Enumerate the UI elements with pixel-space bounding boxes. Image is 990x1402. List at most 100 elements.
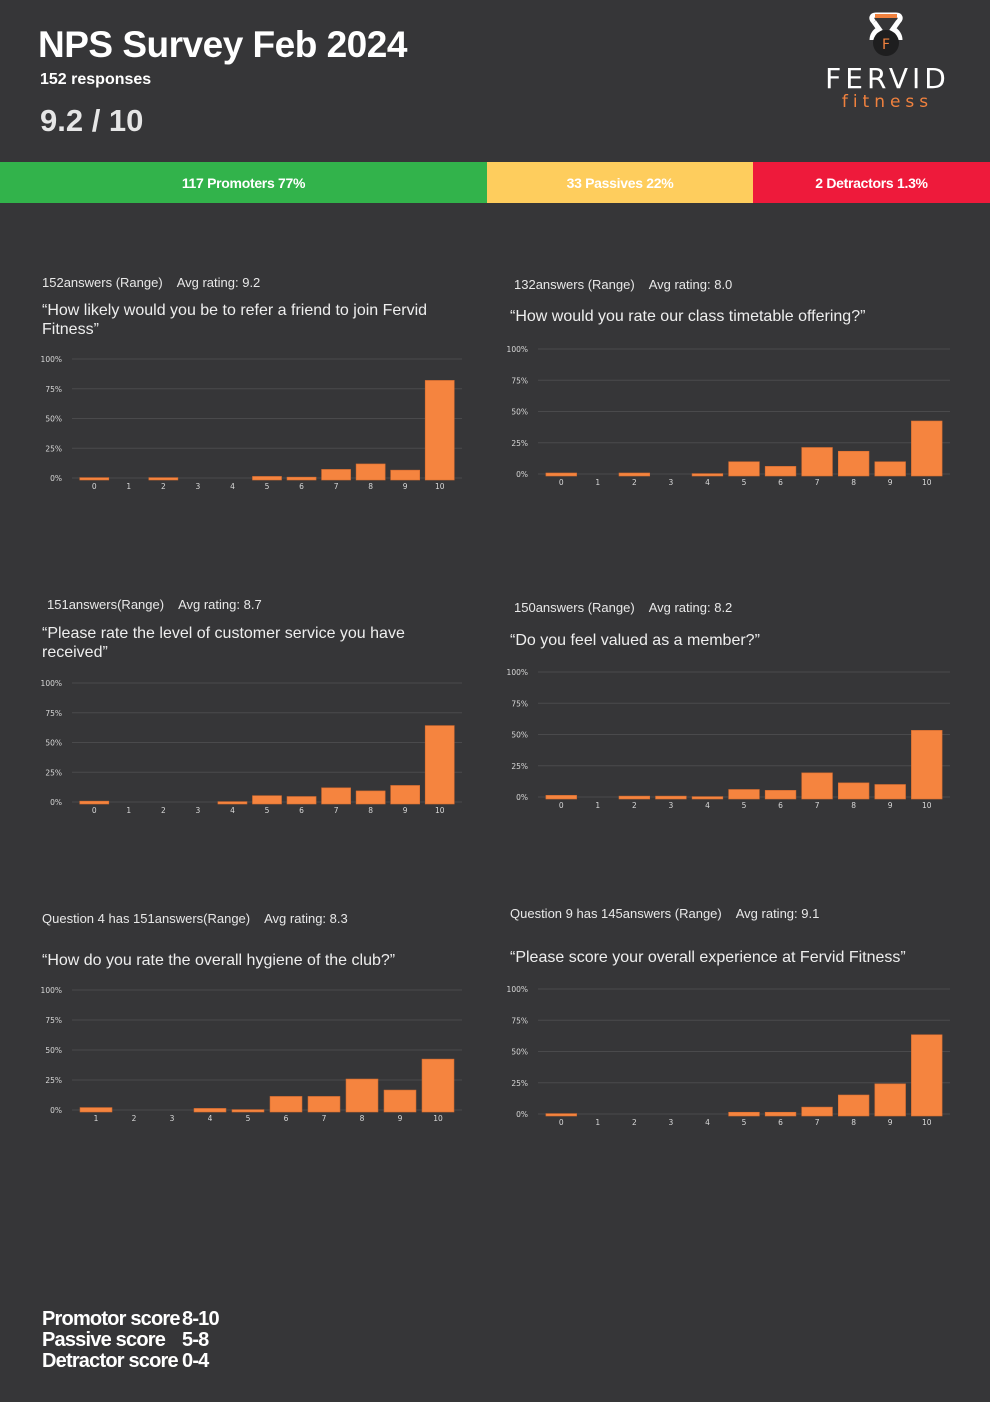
- bar-7: [801, 772, 833, 800]
- x-tick-label: 4: [705, 1118, 710, 1127]
- x-tick-label: 10: [435, 482, 445, 491]
- bar-5: [231, 1109, 265, 1113]
- x-tick-label: 8: [851, 801, 856, 810]
- x-tick-label: 3: [669, 801, 674, 810]
- x-tick-label: 4: [230, 482, 235, 491]
- bar-10: [911, 420, 943, 477]
- chart-hygiene: 100% 75% 50% 25% 0% 1 2 3 4 5 6 7 8 9 10: [41, 986, 462, 1123]
- y-tick-label: 50%: [45, 415, 62, 424]
- x-tick-label: 0: [92, 482, 97, 491]
- x-tick-label: 2: [632, 478, 637, 487]
- answers-count: 152answers (Range): [42, 275, 163, 290]
- x-tick-label: 2: [132, 1114, 137, 1123]
- x-tick-label: 8: [360, 1114, 365, 1123]
- bar-10: [424, 725, 455, 805]
- avg-rating: Avg rating: 9.1: [735, 906, 820, 921]
- nps-breakdown-bar: 117 Promoters 77% 33 Passives 22% 2 Detr…: [0, 162, 990, 203]
- score-legend: Promotor score 8-10 Passive score 5-8 Detr…: [42, 1309, 220, 1372]
- bar-7: [321, 469, 351, 481]
- y-tick-label: 50%: [511, 1048, 528, 1057]
- legend-row-passive: Passive score 5-8: [42, 1329, 209, 1351]
- y-tick-label: 25%: [45, 444, 62, 453]
- logo-brand-text: FERVID: [825, 62, 950, 95]
- x-tick-label: 7: [334, 482, 339, 491]
- logo-sub-text: fitness: [841, 92, 934, 112]
- bar-7: [801, 447, 833, 477]
- x-tick-label: 6: [299, 806, 304, 815]
- bar-5: [728, 461, 760, 477]
- bar-4: [193, 1108, 227, 1113]
- page-title: NPS Survey Feb 2024: [38, 24, 407, 65]
- x-tick-label: 9: [888, 1118, 893, 1127]
- bar-9: [390, 469, 420, 481]
- chart-customer-service: 100% 75% 50% 25% 0% 0 1 2 3 4 5 6 7 8 9 10: [41, 679, 462, 815]
- y-tick-label: 75%: [45, 709, 62, 718]
- bar-8: [355, 463, 386, 481]
- bar-9: [874, 1083, 906, 1117]
- y-tick-label: 75%: [511, 1016, 528, 1025]
- chart-refer-friend: 100% 75% 50% 25% 0% 0 1 2 3 4 5 6 7 8 9 10: [41, 355, 462, 491]
- avg-rating: Avg rating: 8.7: [178, 597, 262, 612]
- x-tick-label: 4: [705, 478, 710, 487]
- x-tick-label: 10: [433, 1114, 443, 1123]
- x-tick-label: 10: [435, 806, 445, 815]
- bar-6: [286, 796, 317, 805]
- y-tick-label: 25%: [511, 1079, 528, 1088]
- x-tick-label: 2: [632, 801, 637, 810]
- y-tick-label: 0%: [50, 798, 62, 807]
- panel-4-meta: 150answers (Range) Avg rating: 8.2: [514, 600, 732, 615]
- x-tick-label: 5: [742, 1118, 747, 1127]
- promoters-segment: 117 Promoters 77%: [0, 162, 487, 203]
- bar-9: [390, 785, 420, 805]
- y-tick-label: 75%: [511, 699, 528, 708]
- panel-5-meta: Question 4 has 151answers(Range) Avg rati…: [42, 911, 348, 926]
- bar-10: [911, 730, 943, 800]
- x-tick-label: 1: [126, 806, 131, 815]
- x-tick-label: 9: [398, 1114, 403, 1123]
- x-tick-label: 6: [778, 1118, 783, 1127]
- x-tick-label: 0: [559, 1118, 564, 1127]
- y-tick-label: 50%: [511, 731, 528, 740]
- y-tick-label: 75%: [511, 376, 528, 385]
- x-tick-label: 3: [196, 806, 201, 815]
- bar-2: [618, 472, 651, 477]
- x-tick-label: 2: [632, 1118, 637, 1127]
- x-tick-label: 7: [815, 801, 820, 810]
- x-tick-label: 8: [851, 478, 856, 487]
- x-tick-label: 6: [778, 478, 783, 487]
- y-tick-label: 0%: [50, 1106, 62, 1115]
- bar-5: [252, 795, 282, 805]
- y-tick-label: 0%: [516, 793, 528, 802]
- chart-overall-experience: 100% 75% 50% 25% 0% 0 1 2 3 4 5 6 7 8 9 10: [507, 985, 950, 1127]
- overall-score: 9.2 / 10: [40, 103, 144, 138]
- panel-4-question: “Do you feel valued as a member?”: [510, 632, 760, 649]
- answers-count: 150answers (Range): [514, 600, 635, 615]
- bar-0: [79, 800, 110, 805]
- x-tick-label: 10: [922, 801, 932, 810]
- avg-rating: Avg rating: 9.2: [176, 275, 261, 290]
- x-tick-label: 8: [851, 1118, 856, 1127]
- bar-10: [424, 380, 455, 481]
- y-tick-label: 100%: [507, 668, 528, 677]
- svg-text:F: F: [882, 37, 890, 53]
- x-tick-label: 5: [742, 478, 747, 487]
- answers-count: Question 9 has 145answers (Range): [510, 906, 722, 921]
- x-tick-label: 5: [265, 806, 270, 815]
- x-tick-label: 1: [126, 482, 131, 491]
- bar-10: [421, 1058, 455, 1113]
- y-tick-label: 100%: [41, 679, 62, 688]
- y-tick-label: 50%: [45, 739, 62, 748]
- passives-segment: 33 Passives 22%: [487, 162, 753, 203]
- x-tick-label: 1: [94, 1114, 99, 1123]
- bar-8: [355, 790, 386, 805]
- bar-4: [691, 473, 724, 477]
- bar-2: [618, 795, 651, 800]
- bar-0: [79, 477, 110, 481]
- bar-5: [728, 1111, 760, 1117]
- x-tick-label: 2: [161, 806, 166, 815]
- x-tick-label: 4: [705, 801, 710, 810]
- y-tick-label: 75%: [45, 385, 62, 394]
- bar-9: [874, 784, 906, 800]
- bar-0: [545, 795, 577, 800]
- x-tick-label: 9: [403, 806, 408, 815]
